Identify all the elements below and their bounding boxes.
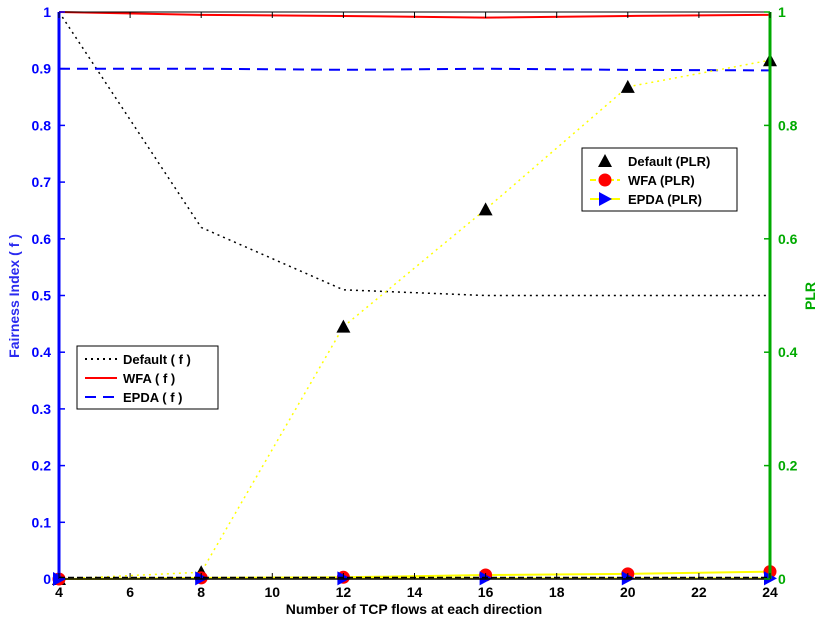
x-tick-label: 10 — [265, 584, 281, 600]
legend-plr-marker — [599, 192, 612, 206]
fairness-line-epda — [59, 67, 771, 72]
y-left-tick-label: 0.8 — [32, 117, 52, 133]
x-tick-label: 4 — [55, 584, 63, 600]
x-tick-label: 22 — [691, 584, 707, 600]
legend-plr-label: WFA (PLR) — [628, 173, 695, 188]
x-tick-label: 18 — [549, 584, 565, 600]
legend-plr-label: Default (PLR) — [628, 154, 710, 169]
y-left-tick-label: 0.3 — [32, 401, 52, 417]
y-right-tick-label: 0.6 — [778, 231, 798, 247]
ticks-group: 4 6 8 10 12 14 16 18 20 22 2400.10.20.30.40.50.60.… — [32, 4, 798, 600]
legend-fairness-label: Default ( f ) — [123, 352, 191, 367]
fairness-line-default — [58, 11, 770, 297]
y-left-tick-label: 1 — [43, 4, 51, 20]
y-right-tick-label: 0 — [778, 571, 786, 587]
x-axis-label: Number of TCP flows at each direction — [286, 601, 542, 617]
plr-point-default — [336, 319, 351, 333]
legend-fairness: Default ( f ) WFA ( f ) EPDA ( f ) — [76, 345, 219, 410]
y-axis-left-label: Fairness Index ( f ) — [6, 234, 22, 358]
y-left-tick-label: 0.1 — [32, 514, 52, 530]
x-tick-label: 24 — [762, 584, 778, 600]
y-left-tick-label: 0 — [43, 571, 51, 587]
y-left-tick-label: 0.7 — [32, 174, 52, 190]
y-left-tick-label: 0.2 — [32, 458, 52, 474]
legend-plr: Default (PLR) WFA (PLR) EPDA (PLR) — [581, 147, 738, 212]
y-left-tick-label: 0.9 — [32, 61, 52, 77]
plr-point-default — [478, 202, 493, 216]
y-left-tick-label: 0.5 — [32, 288, 52, 304]
legend-plr-marker — [598, 154, 612, 167]
x-tick-label: 6 — [126, 584, 134, 600]
y-left-tick-label: 0.4 — [32, 344, 52, 360]
x-tick-label: 20 — [620, 584, 636, 600]
plr-line-default — [58, 59, 771, 580]
legend-fairness-label: WFA ( f ) — [123, 371, 175, 386]
y-right-tick-label: 0.2 — [778, 458, 798, 474]
plr-point-default — [620, 79, 635, 93]
legend-plr-marker — [598, 173, 612, 187]
legend-fairness-label: EPDA ( f ) — [123, 390, 182, 405]
x-tick-label: 12 — [336, 584, 352, 600]
y-right-tick-label: 0.4 — [778, 344, 798, 360]
x-tick-label: 8 — [197, 584, 205, 600]
x-tick-label: 14 — [407, 584, 423, 600]
y-left-tick-label: 0.6 — [32, 231, 52, 247]
y-axis-right-label: PLR — [802, 282, 818, 310]
legend-plr-label: EPDA (PLR) — [628, 192, 702, 207]
y-right-tick-label: 0.8 — [778, 117, 798, 133]
y-right-tick-label: 1 — [778, 4, 786, 20]
x-tick-label: 16 — [478, 584, 494, 600]
